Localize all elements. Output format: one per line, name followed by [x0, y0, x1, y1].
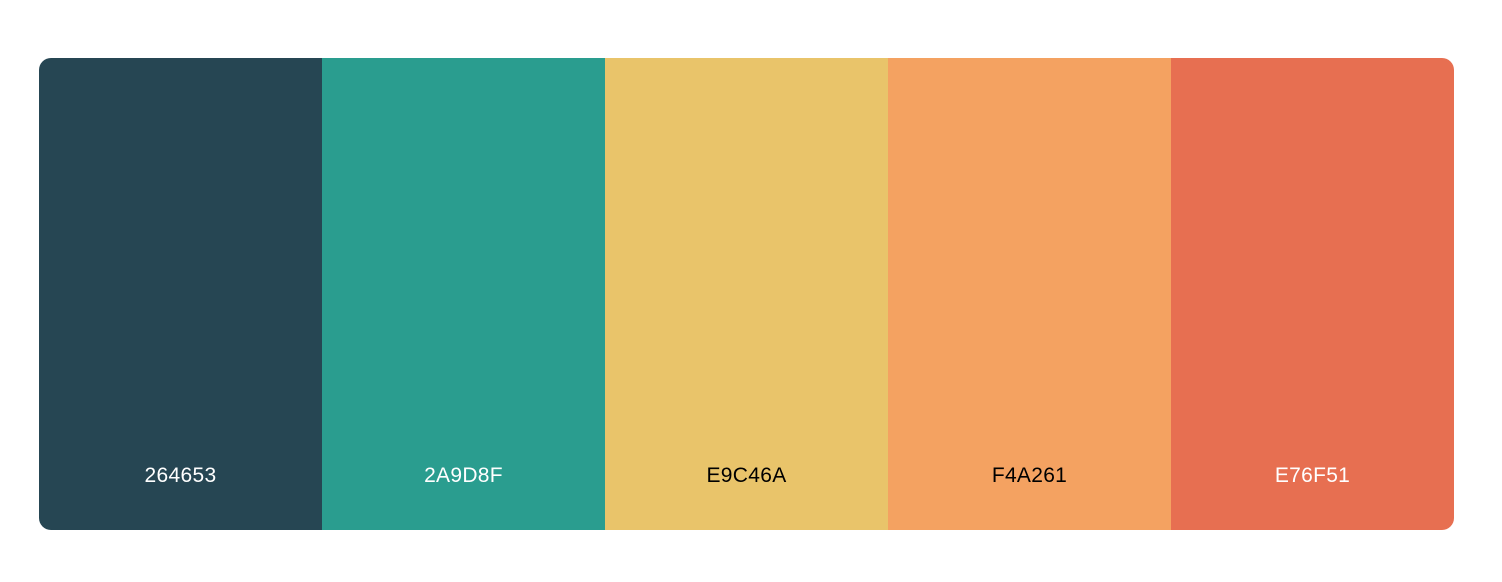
swatch-hex-code: E76F51 — [1274, 464, 1351, 487]
swatch-hex-code: 264653 — [144, 464, 217, 487]
swatch-e9c46a[interactable]: E9C46A — [605, 58, 888, 530]
swatch-2a9d8f[interactable]: 2A9D8F — [322, 58, 605, 530]
swatch-hex-code: F4A261 — [991, 464, 1068, 487]
swatch-e76f51[interactable]: E76F51 — [1171, 58, 1454, 530]
swatch-f4a261[interactable]: F4A261 — [888, 58, 1171, 530]
swatch-hex-code: 2A9D8F — [424, 464, 503, 487]
swatch-264653[interactable]: 264653 — [39, 58, 322, 530]
color-palette: 264653 2A9D8F E9C46A F4A261 E76F51 — [39, 58, 1454, 530]
swatch-hex-code: E9C46A — [706, 464, 787, 487]
